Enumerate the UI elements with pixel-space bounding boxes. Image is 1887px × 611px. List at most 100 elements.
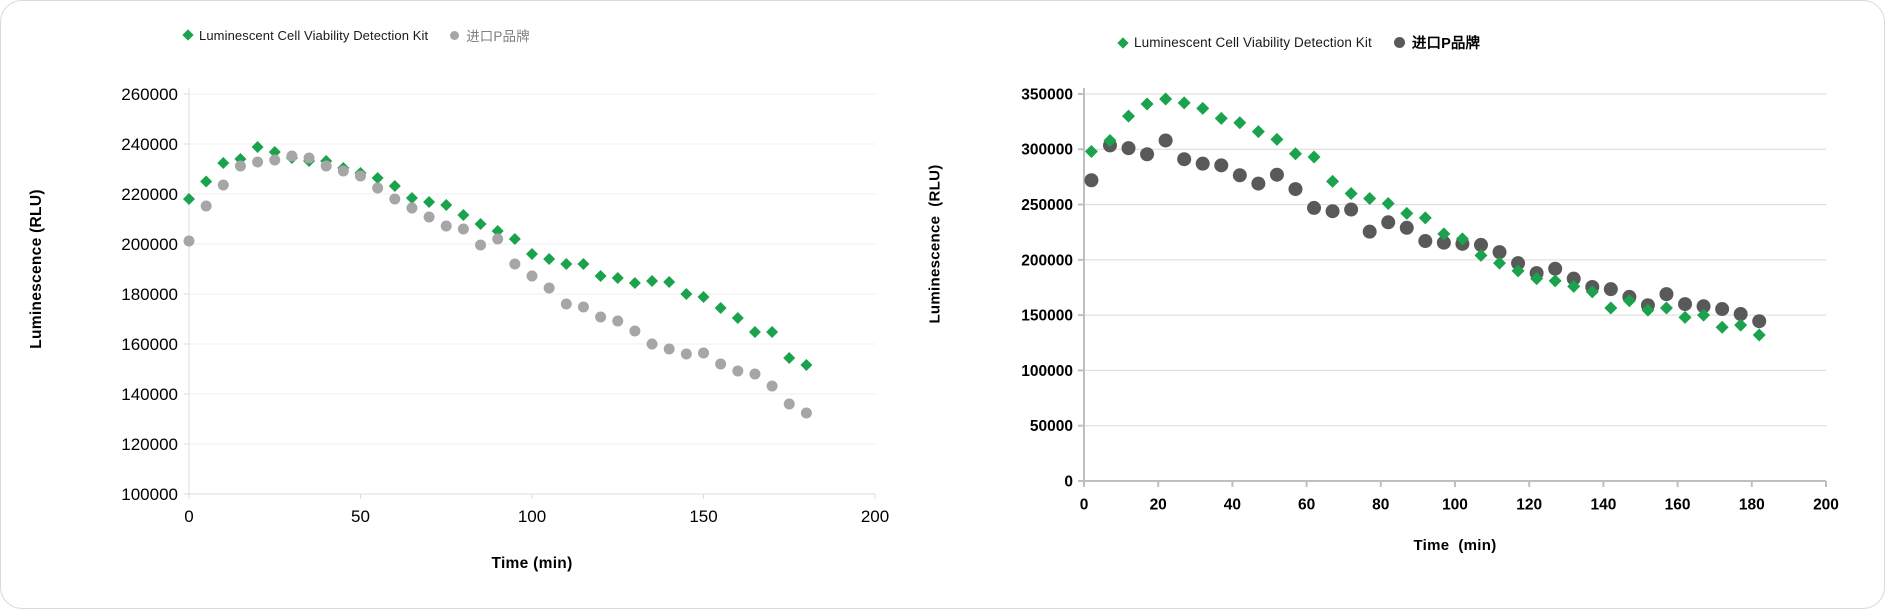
left-kit-point — [766, 326, 779, 338]
right-brand-point — [1492, 245, 1507, 260]
left-brand-point — [234, 160, 246, 172]
left-brand-point — [389, 193, 401, 205]
left-y-tick-label: 180000 — [121, 285, 178, 304]
right-kit-point — [1752, 328, 1766, 342]
right-brand-point — [1696, 299, 1711, 314]
right-kit-point — [1715, 320, 1729, 334]
right-kit-point — [1381, 196, 1395, 210]
left-kit-point — [405, 192, 418, 204]
left-brand-point — [252, 156, 264, 168]
right-kit-point — [1251, 125, 1265, 139]
left-brand-point — [543, 282, 555, 294]
left-x-tick-label: 150 — [689, 507, 717, 526]
right-y-tick-labels: 0 50000 100000 150000 200000 250000 300000 3500… — [1021, 86, 1073, 490]
diamond-marker-icon — [1117, 36, 1129, 49]
right-x-tick-label: 0 — [1080, 496, 1089, 513]
left-kit-point — [526, 248, 538, 260]
left-kit-point — [646, 275, 659, 287]
left-brand-point — [337, 165, 349, 177]
right-brand-point — [1566, 271, 1581, 286]
left-kit-point — [388, 180, 401, 192]
left-brand-point — [680, 348, 692, 360]
left-brand-point — [715, 358, 727, 370]
right-gridlines — [1084, 93, 1826, 427]
right-kit-point — [1326, 174, 1340, 188]
right-y-tick-label: 100000 — [1021, 363, 1073, 380]
left-chart-legend: Luminescent Cell Viability Detection Kit… — [182, 25, 530, 45]
left-brand-point — [200, 200, 212, 212]
right-kit-point — [1196, 101, 1210, 115]
left-gridlines — [189, 93, 875, 445]
left-y-tick-label: 140000 — [121, 385, 178, 404]
right-y-tick-label: 250000 — [1021, 197, 1073, 214]
left-x-tick-label: 0 — [184, 507, 193, 526]
right-kit-point — [1344, 187, 1358, 201]
right-series-kit — [1084, 92, 1766, 342]
right-brand-point — [1399, 220, 1414, 235]
left-brand-point — [612, 315, 624, 327]
left-y-tick-label: 200000 — [121, 235, 178, 254]
right-kit-point — [1288, 147, 1302, 161]
right-axes — [1078, 88, 1827, 487]
right-kit-point — [1159, 92, 1173, 106]
right-y-tick-label: 0 — [1064, 473, 1073, 490]
left-y-tick-label: 240000 — [121, 135, 178, 154]
right-kit-point — [1177, 96, 1191, 110]
right-x-axis-title: Time (min) — [1413, 537, 1497, 554]
right-kit-point — [1530, 272, 1544, 286]
left-x-tick-label: 50 — [351, 507, 370, 526]
right-brand-point — [1603, 282, 1618, 297]
left-kit-point — [457, 209, 470, 221]
left-kit-point — [560, 258, 573, 270]
left-y-axis-title: Luminescence (RLU) — [28, 189, 45, 349]
right-kit-point — [1307, 150, 1321, 164]
left-kit-point — [491, 225, 504, 237]
right-brand-point — [1715, 302, 1730, 317]
right-brand-point — [1362, 224, 1377, 239]
left-brand-point — [595, 311, 607, 323]
left-brand-point — [698, 347, 709, 359]
left-kit-point — [423, 196, 436, 208]
left-kit-point — [628, 277, 641, 289]
right-kit-point — [1659, 301, 1673, 315]
left-brand-point — [440, 220, 452, 232]
right-brand-point — [1084, 173, 1099, 188]
right-x-tick-label: 100 — [1442, 496, 1468, 513]
right-y-axis-title: Luminescence (RLU) — [926, 164, 944, 324]
right-brand-point — [1344, 202, 1359, 217]
right-kit-point — [1734, 318, 1748, 332]
left-brand-point — [269, 154, 281, 166]
left-y-tick-label: 220000 — [121, 185, 178, 204]
right-brand-point — [1548, 261, 1563, 276]
left-y-tick-label: 260000 — [121, 85, 178, 104]
right-x-tick-label: 200 — [1813, 496, 1839, 513]
left-brand-point — [577, 301, 589, 313]
right-y-tick-label: 300000 — [1021, 142, 1073, 159]
circle-marker-icon — [1393, 37, 1405, 48]
right-kit-point — [1604, 301, 1618, 315]
diamond-marker-icon — [182, 29, 194, 41]
legend-label-kit: Luminescent Cell Viability Detection Kit — [199, 27, 429, 43]
left-brand-point — [629, 325, 641, 337]
right-kit-point — [1641, 303, 1655, 317]
right-kit-point — [1363, 191, 1377, 205]
left-brand-point — [423, 211, 435, 223]
right-brand-point — [1752, 314, 1767, 329]
left-kit-point — [783, 352, 796, 364]
left-kit-point — [731, 312, 744, 324]
right-brand-point — [1733, 307, 1748, 322]
left-kit-point — [251, 141, 264, 153]
left-chart: 100000 120000 140000 160000 180000 200000 2200… — [121, 85, 889, 526]
right-kit-point — [1400, 206, 1414, 220]
left-brand-point — [320, 160, 332, 172]
right-chart-legend: Luminescent Cell Viability Detection Kit… — [1117, 32, 1480, 53]
left-x-tick-labels: 0 50 100 150 200 — [184, 507, 889, 526]
right-y-tick-label: 350000 — [1021, 86, 1073, 103]
circle-marker-icon — [450, 30, 460, 40]
left-brand-point — [749, 368, 761, 380]
left-axes — [184, 88, 876, 499]
left-kit-point — [680, 288, 693, 300]
left-brand-point — [509, 258, 521, 270]
left-kit-point — [371, 172, 384, 184]
